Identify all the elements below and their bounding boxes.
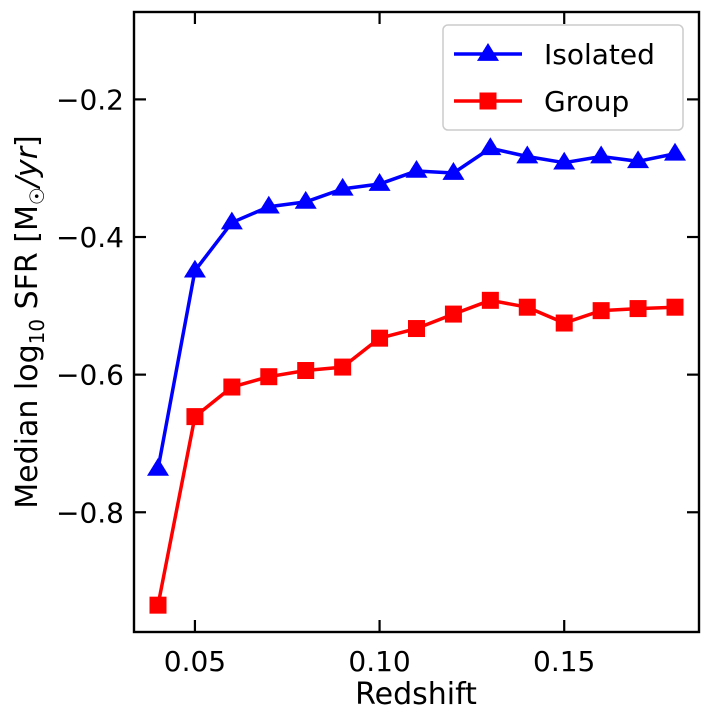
data-point-group-12	[592, 302, 610, 320]
y-label-prefix: Median log	[10, 344, 45, 508]
legend: Isolated Group	[442, 24, 684, 131]
data-point-isolated-3	[257, 195, 280, 214]
data-point-isolated-4	[294, 190, 317, 209]
data-point-isolated-10	[516, 145, 539, 164]
data-point-group-0	[149, 596, 167, 614]
y-tick-label-0: −0.2	[56, 83, 124, 116]
data-point-group-2	[223, 378, 241, 396]
data-point-isolated-5	[331, 177, 354, 196]
data-point-group-14	[666, 298, 684, 316]
data-point-group-4	[297, 362, 315, 380]
data-point-isolated-11	[553, 151, 576, 170]
y-label-unit: /yr	[10, 145, 45, 190]
y-axis-label: Median log10 SFR [M☉/yr]	[10, 135, 49, 509]
data-point-isolated-14	[663, 142, 686, 161]
legend-marker-group	[479, 92, 497, 110]
legend-label-group: Group	[544, 85, 629, 118]
data-point-isolated-9	[479, 137, 502, 156]
legend-box	[442, 24, 684, 131]
data-point-group-10	[518, 298, 536, 316]
x-tick-label-0: 0.05	[164, 645, 226, 678]
y-label-subscript: 10	[25, 319, 49, 344]
data-point-isolated-6	[368, 173, 391, 191]
x-axis-label: Redshift	[355, 677, 477, 712]
data-point-group-5	[334, 358, 352, 376]
data-point-group-11	[555, 314, 573, 332]
data-point-isolated-13	[627, 150, 650, 169]
legend-items: Isolated Group	[454, 38, 655, 118]
series-layer	[147, 137, 686, 614]
data-point-isolated-2	[220, 211, 243, 230]
data-point-group-7	[408, 320, 425, 338]
data-point-group-1	[186, 408, 204, 426]
data-point-group-3	[260, 368, 278, 386]
series-group	[149, 291, 684, 614]
legend-label-isolated: Isolated	[544, 38, 655, 71]
data-point-isolated-7	[405, 159, 428, 178]
series-line-group	[156, 298, 676, 606]
y-label-mid: SFR [M	[10, 205, 45, 319]
data-point-group-8	[444, 305, 462, 323]
data-point-isolated-12	[590, 145, 613, 164]
y-tick-label-1: −0.4	[56, 221, 124, 254]
y-tick-label-2: −0.6	[56, 359, 124, 392]
data-point-isolated-8	[442, 162, 465, 180]
x-tick-label-2: 0.15	[533, 645, 595, 678]
data-point-isolated-1	[183, 259, 206, 278]
x-tick-label-1: 0.10	[348, 645, 410, 678]
data-point-group-9	[481, 291, 499, 309]
data-point-group-13	[629, 300, 647, 318]
axis-ticks: 0.05 0.10 0.15 −0.2 −0.4 −0.6 −0.8	[56, 12, 699, 678]
data-point-isolated-0	[147, 457, 170, 476]
y-label-close: ]	[10, 135, 45, 147]
y-tick-label-3: −0.8	[56, 496, 124, 529]
legend-marker-isolated	[477, 43, 499, 61]
data-point-group-6	[371, 329, 389, 347]
plot-area-frame	[132, 10, 701, 634]
y-label-sun-symbol: ☉	[25, 187, 49, 205]
series-isolated	[147, 137, 686, 476]
